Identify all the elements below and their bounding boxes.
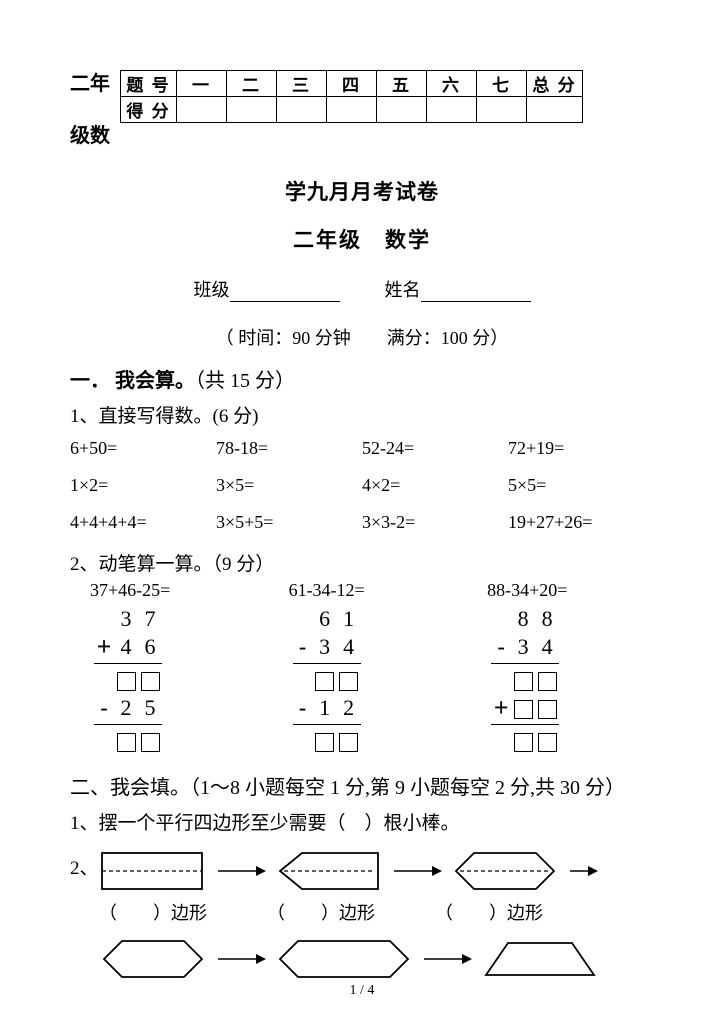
calc-cell: 4×2= xyxy=(362,475,508,496)
vcol-2: 61-34-12= 61 -34 -12 xyxy=(269,580,456,755)
grade-label-1: 二年 xyxy=(70,70,120,96)
section-1: 一． 我会算。（共 15 分） xyxy=(70,364,654,393)
shapes-row-1 xyxy=(98,847,654,895)
score-table: 题 号 一 二 三 四 五 六 七 总 分 得 分 xyxy=(120,70,583,123)
calc-cell: 5×5= xyxy=(508,475,654,496)
page-number: 1 / 4 xyxy=(0,983,724,999)
name-label: 姓名 xyxy=(385,280,421,300)
th-1: 一 xyxy=(177,71,227,97)
th-num: 题 号 xyxy=(121,71,177,97)
arrow-icon xyxy=(392,861,442,881)
arrow-icon xyxy=(216,949,266,969)
shape-trapezoid xyxy=(480,935,600,983)
calc-cell: 6+50= xyxy=(70,438,216,459)
calc-cell: 78-18= xyxy=(216,438,362,459)
fill-q1: 1、摆一个平行四边形至少需要（ ）根小棒。 xyxy=(70,808,654,835)
shape-label: （ ）边形 xyxy=(98,899,208,925)
class-blank xyxy=(230,286,340,302)
v1-title: 37+46-25= xyxy=(70,580,257,601)
q1: 1、直接写得数。(6 分) xyxy=(70,401,654,428)
th-3: 三 xyxy=(277,71,327,97)
sec1-title: 我会算。 xyxy=(115,370,195,392)
calc-cell: 3×3-2= xyxy=(362,512,508,533)
th-6: 六 xyxy=(427,71,477,97)
th-total: 总 分 xyxy=(527,71,583,97)
v3-title: 88-34+20= xyxy=(467,580,654,601)
calc-cell: 19+27+26= xyxy=(508,512,654,533)
calc-grid: 6+50= 78-18= 52-24= 72+19= 1×2= 3×5= 4×2… xyxy=(70,438,654,533)
name-blank xyxy=(421,286,531,302)
q2: 2、动笔算一算。（9 分） xyxy=(70,549,654,576)
calc-cell: 1×2= xyxy=(70,475,216,496)
class-label: 班级 xyxy=(194,280,230,300)
page: 二年 题 号 一 二 三 四 五 六 七 总 分 得 分 xyxy=(0,0,724,1023)
sec2-num: 二、 xyxy=(70,777,110,799)
shape-hexagon-long xyxy=(274,935,414,983)
sec2-title: 我会填。 xyxy=(110,777,190,799)
info-line: 班级 姓名 xyxy=(70,276,654,302)
title-line-1: 学九月月考试卷 xyxy=(70,176,654,206)
vcol-3: 88-34+20= 88 -34 + xyxy=(467,580,654,755)
header-row: 二年 题 号 一 二 三 四 五 六 七 总 分 得 分 xyxy=(70,70,654,123)
calc-cell: 3×5+5= xyxy=(216,512,362,533)
grade-label-2: 级数 xyxy=(70,119,654,148)
calc-cell: 3×5= xyxy=(216,475,362,496)
td-s5 xyxy=(377,97,427,123)
title-line-2: 二年级 数学 xyxy=(70,224,654,254)
shape-labels-1: （ ）边形 （ ）边形 （ ）边形 xyxy=(98,899,654,925)
calc-cell: 72+19= xyxy=(508,438,654,459)
shape-label: （ ）边形 xyxy=(266,899,376,925)
shape-hex-arrow xyxy=(450,847,560,895)
vcol-1: 37+46-25= 37 +46 -25 xyxy=(70,580,257,755)
v3-math: 88 -34 + xyxy=(491,605,559,755)
th-7: 七 xyxy=(477,71,527,97)
sec2-pts: （1～8 小题每空 1 分,第 9 小题每空 2 分,共 30 分） xyxy=(190,777,625,799)
v2-title: 61-34-12= xyxy=(269,580,456,601)
shape-rectangle xyxy=(98,847,208,895)
fill-q2: 2、 xyxy=(70,853,98,880)
td-score-label: 得 分 xyxy=(121,97,177,123)
td-s7 xyxy=(477,97,527,123)
td-s1 xyxy=(177,97,227,123)
v1-math: 37 +46 -25 xyxy=(94,605,162,755)
vertical-calc-row: 37+46-25= 37 +46 -25 61-34-12= 61 -34 -1… xyxy=(70,580,654,755)
time-line: （ 时间：90 分钟 满分：100 分） xyxy=(70,324,654,350)
arrow-icon xyxy=(422,949,472,969)
td-s2 xyxy=(227,97,277,123)
td-stotal xyxy=(527,97,583,123)
shape-home-pentagon xyxy=(274,847,384,895)
section-2: 二、我会填。（1～8 小题每空 1 分,第 9 小题每空 2 分,共 30 分） xyxy=(70,771,654,800)
shape-label: （ ）边形 xyxy=(434,899,544,925)
td-s4 xyxy=(327,97,377,123)
th-4: 四 xyxy=(327,71,377,97)
sec1-num: 一． xyxy=(70,370,110,392)
arrow-icon xyxy=(568,861,598,881)
th-5: 五 xyxy=(377,71,427,97)
shapes-row-2 xyxy=(98,935,654,983)
th-2: 二 xyxy=(227,71,277,97)
shape-hexagon-1 xyxy=(98,935,208,983)
calc-cell: 4+4+4+4= xyxy=(70,512,216,533)
calc-cell: 52-24= xyxy=(362,438,508,459)
v2-math: 61 -34 -12 xyxy=(293,605,361,755)
td-s3 xyxy=(277,97,327,123)
td-s6 xyxy=(427,97,477,123)
arrow-icon xyxy=(216,861,266,881)
sec1-pts: （共 15 分） xyxy=(195,370,295,392)
